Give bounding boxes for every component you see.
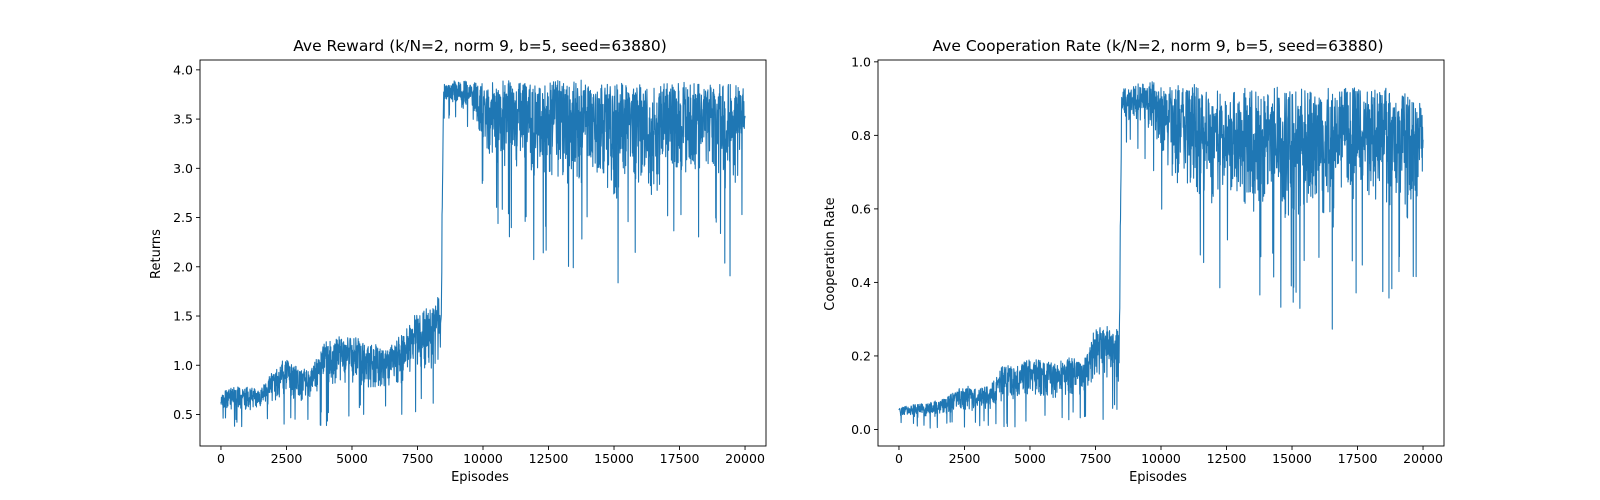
series-line: [220, 79, 746, 428]
line-series: [220, 79, 746, 428]
tick-marks: 0 2500 5000 7500 10000 12500 15000 17500 20000 0.…: [851, 54, 1443, 466]
y-tick-label: 1.5: [173, 309, 193, 324]
y-tick-label: 1.0: [851, 54, 871, 69]
x-tick-label: 2500: [271, 451, 303, 466]
y-axis-label: Cooperation Rate: [823, 197, 838, 310]
y-tick-label: 0.4: [851, 275, 871, 290]
y-tick-label: 2.0: [173, 259, 193, 274]
series-line: [898, 81, 1424, 429]
x-tick-label: 12500: [1207, 451, 1247, 466]
y-tick-label: 2.5: [173, 210, 193, 225]
x-tick-label: 15000: [1272, 451, 1312, 466]
y-tick-label: 3.5: [173, 112, 193, 127]
cooperation-chart: Ave Cooperation Rate (k/N=2, norm 9, b=5…: [823, 37, 1445, 485]
y-tick-label: 3.0: [173, 161, 193, 176]
x-axis-label: Episodes: [451, 470, 509, 485]
axes-frame: [877, 59, 1445, 447]
y-tick-label: 0.8: [851, 128, 871, 143]
reward-chart: Ave Reward (k/N=2, norm 9, b=5, seed=638…: [149, 37, 767, 485]
tick-marks: 0 2500 5000 7500 10000 12500 15000 17500 20000 0.…: [173, 62, 765, 466]
x-tick-label: 7500: [402, 451, 434, 466]
x-axis-label: Episodes: [1129, 470, 1187, 485]
x-tick-label: 2500: [949, 451, 981, 466]
chart-title: Ave Reward (k/N=2, norm 9, b=5, seed=638…: [293, 37, 667, 55]
y-tick-label: 4.0: [173, 62, 193, 77]
x-tick-label: 0: [895, 451, 903, 466]
y-tick-label: 1.0: [173, 358, 193, 373]
x-tick-label: 10000: [463, 451, 503, 466]
x-tick-label: 5000: [336, 451, 368, 466]
y-tick-label: 0.2: [851, 348, 871, 363]
y-tick-label: 0.0: [851, 422, 871, 437]
y-tick-label: 0.5: [173, 407, 193, 422]
x-tick-label: 10000: [1141, 451, 1181, 466]
x-tick-label: 17500: [1338, 451, 1378, 466]
y-tick-label: 0.6: [851, 201, 871, 216]
x-tick-label: 7500: [1080, 451, 1112, 466]
x-tick-label: 20000: [725, 451, 765, 466]
x-tick-label: 5000: [1014, 451, 1046, 466]
line-series: [898, 81, 1424, 429]
x-tick-label: 12500: [529, 451, 569, 466]
x-tick-label: 15000: [594, 451, 634, 466]
x-tick-label: 20000: [1403, 451, 1443, 466]
y-axis-label: Returns: [149, 229, 164, 279]
axes-frame: [199, 59, 767, 447]
x-tick-label: 0: [217, 451, 225, 466]
x-tick-label: 17500: [660, 451, 700, 466]
chart-title: Ave Cooperation Rate (k/N=2, norm 9, b=5…: [932, 37, 1383, 55]
